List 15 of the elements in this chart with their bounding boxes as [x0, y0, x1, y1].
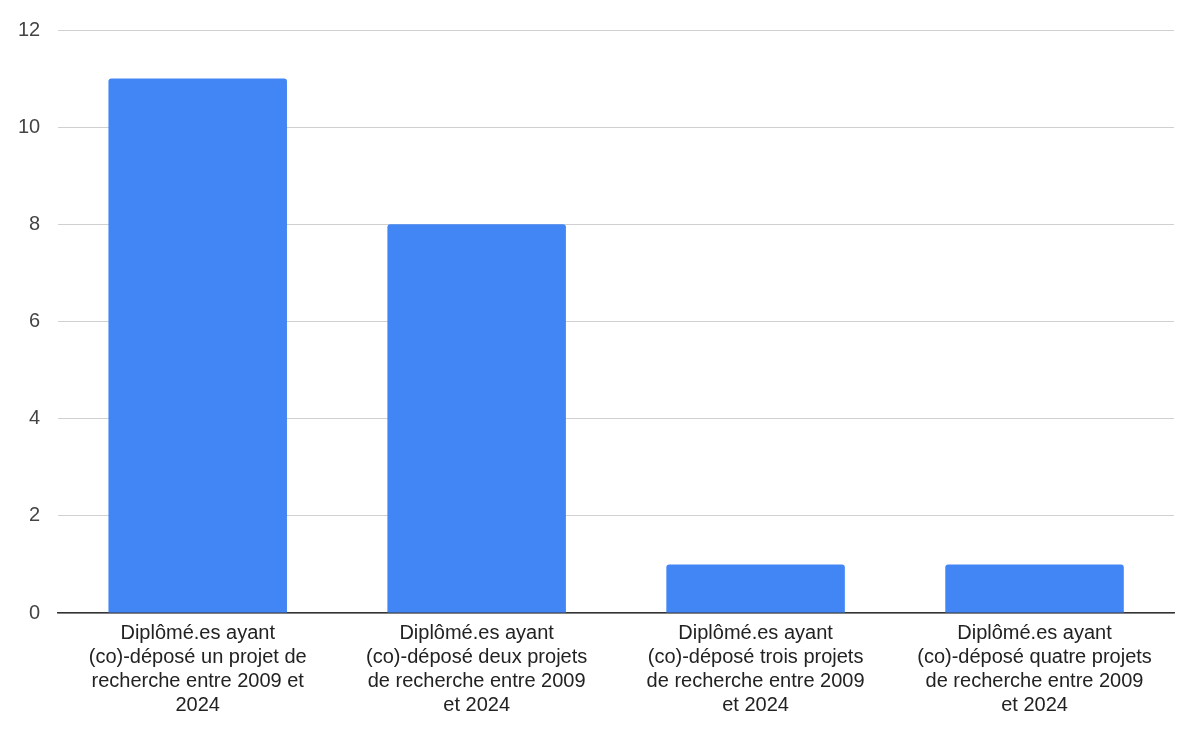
y-tick-label: 8	[29, 211, 41, 234]
y-tick-label: 12	[18, 17, 41, 40]
bar	[666, 564, 845, 613]
y-tick-label: 4	[29, 406, 41, 429]
bar	[108, 78, 287, 613]
x-tick-label: Diplômé.es ayant (co)-déposé un projet de recherche entre 2009 et 2024	[88, 620, 307, 715]
y-tick-label: 10	[18, 114, 41, 137]
y-tick-label: 0	[29, 600, 41, 623]
x-tick-label: Diplômé.es ayant (co)-déposé trois projets de recherche entre 2009 et 2024	[646, 620, 865, 715]
x-tick-label: Diplômé.es ayant (co)-déposé deux projets de recherche entre 2009 et 2024	[366, 620, 588, 715]
bar	[945, 564, 1124, 613]
y-tick-label: 2	[29, 503, 41, 526]
x-tick-label: Diplômé.es ayant (co)-déposé quatre projets de recherche entre 2009 et 2024	[917, 620, 1152, 715]
y-tick-label: 6	[29, 309, 41, 332]
bar	[387, 224, 566, 613]
